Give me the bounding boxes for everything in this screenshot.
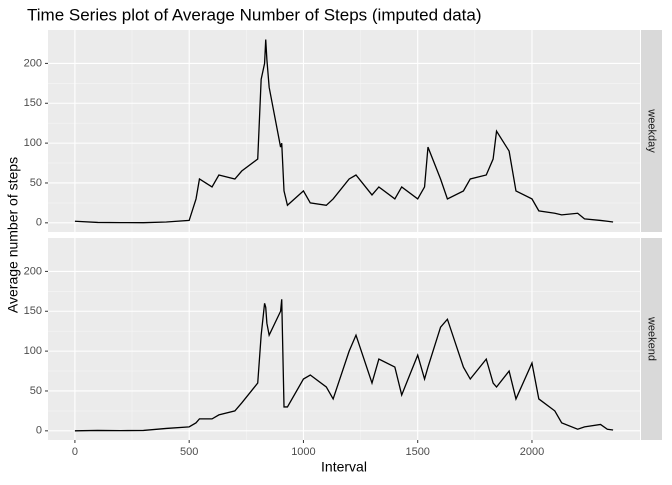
y-tick-label: 50 bbox=[30, 177, 42, 189]
x-tick-label: 2000 bbox=[520, 446, 544, 458]
y-tick-label: 0 bbox=[36, 217, 42, 229]
facet-label: weekday bbox=[646, 108, 658, 153]
y-tick-label: 100 bbox=[24, 345, 42, 357]
y-tick-label: 150 bbox=[24, 97, 42, 109]
panel-background bbox=[48, 238, 640, 440]
facet-strip bbox=[641, 238, 662, 440]
y-tick-label: 200 bbox=[24, 265, 42, 277]
y-axis-title: Average number of steps bbox=[5, 157, 21, 313]
chart-title: Time Series plot of Average Number of St… bbox=[27, 5, 482, 24]
y-tick-label: 100 bbox=[24, 137, 42, 149]
line bbox=[74, 39, 614, 224]
x-tick-label: 1000 bbox=[291, 446, 315, 458]
line bbox=[74, 299, 614, 432]
x-tick-label: 500 bbox=[180, 446, 198, 458]
y-tick-label: 200 bbox=[24, 57, 42, 69]
facet-strip bbox=[641, 30, 662, 232]
x-tick-label: 1500 bbox=[405, 446, 429, 458]
panel-background bbox=[48, 30, 640, 232]
y-tick-label: 0 bbox=[36, 425, 42, 437]
facet-label: weekend bbox=[646, 316, 658, 361]
y-tick-label: 150 bbox=[24, 305, 42, 317]
y-tick-label: 50 bbox=[30, 385, 42, 397]
x-axis-title: Interval bbox=[321, 459, 367, 475]
x-tick-label: 0 bbox=[72, 446, 78, 458]
